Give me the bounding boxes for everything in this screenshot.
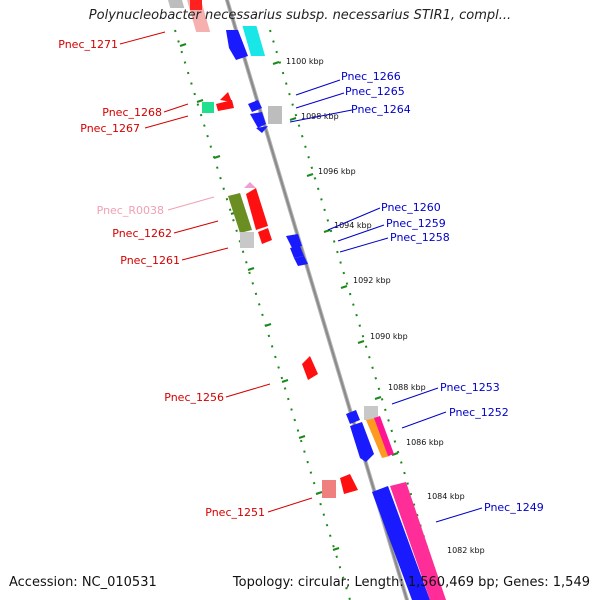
gene-label-pnec-1256[interactable]: Pnec_1256 bbox=[164, 391, 224, 404]
gene-feature-olive-1262 bbox=[228, 193, 252, 233]
leader-line-1258 bbox=[339, 237, 389, 253]
gene-feature-grey-1261 bbox=[240, 232, 254, 248]
gene-feature-grey-1253 bbox=[364, 406, 378, 420]
gene-feature-blue-1260 bbox=[286, 234, 302, 248]
gene-feature-red-1261 bbox=[258, 228, 272, 244]
gene-feature-red-1256 bbox=[302, 356, 318, 380]
genome-summary-text: Topology: circular; Length: 1,560,469 bp… bbox=[232, 575, 590, 590]
gene-feature-pink-1251 bbox=[322, 480, 336, 498]
scale-label-1092: 1092 kbp bbox=[353, 276, 391, 285]
leader-line-1249 bbox=[435, 507, 483, 523]
gene-feature-blue-1258 bbox=[294, 256, 308, 266]
gene-feature-top-red bbox=[190, 0, 202, 10]
scale-label-1082: 1082 kbp bbox=[447, 546, 485, 555]
gene-feature-magenta-1252 bbox=[374, 416, 394, 456]
gene-feature-blue-1249 bbox=[372, 486, 430, 600]
scale-label-1084: 1084 kbp bbox=[427, 492, 465, 501]
gene-feature-blue-1259 bbox=[290, 246, 304, 258]
gene-label-pnec-1265[interactable]: Pnec_1265 bbox=[345, 85, 405, 98]
gene-label-pnec-1253[interactable]: Pnec_1253 bbox=[440, 381, 500, 394]
gene-label-pnec-1268[interactable]: Pnec_1268 bbox=[102, 106, 162, 119]
gene-feature-top-grey bbox=[168, 0, 185, 8]
leader-line-1259 bbox=[337, 224, 385, 242]
gene-label-pnec-1267[interactable]: Pnec_1267 bbox=[80, 122, 140, 135]
leader-line-1260 bbox=[327, 207, 381, 231]
leader-line-1271 bbox=[119, 31, 166, 45]
leader-line-1253 bbox=[391, 387, 439, 405]
gene-label-pnec-r0038[interactable]: Pnec_R0038 bbox=[97, 204, 164, 217]
leader-line-1266 bbox=[295, 79, 341, 96]
map-title: Polynucleobacter necessarius subsp. nece… bbox=[88, 8, 512, 23]
gene-feature-rna bbox=[244, 182, 256, 188]
gene-label-pnec-1249[interactable]: Pnec_1249 bbox=[484, 501, 544, 514]
gene-feature-blue-top bbox=[226, 30, 248, 60]
gene-label-pnec-1251[interactable]: Pnec_1251 bbox=[205, 506, 265, 519]
gene-label-pnec-1259[interactable]: Pnec_1259 bbox=[386, 217, 446, 230]
leader-line-1251 bbox=[267, 497, 313, 513]
gene-label-pnec-1261[interactable]: Pnec_1261 bbox=[120, 254, 180, 267]
leader-line-1267 bbox=[144, 115, 189, 129]
leader-line-r0038 bbox=[167, 196, 215, 211]
gene-feature-grey-1265 bbox=[268, 106, 282, 124]
gene-feature-blue-1264 bbox=[250, 112, 266, 128]
leader-line-1265 bbox=[295, 92, 345, 109]
scale-label-1094: 1094 kbp bbox=[334, 221, 372, 230]
gene-label-pnec-1260[interactable]: Pnec_1260 bbox=[381, 201, 441, 214]
scale-label-1096: 1096 kbp bbox=[318, 167, 356, 176]
gene-feature-blue-1264b bbox=[256, 126, 268, 133]
gene-feature-pink-1249 bbox=[390, 482, 446, 600]
gene-feature-blue-1253 bbox=[346, 410, 360, 424]
scale-label-1088: 1088 kbp bbox=[388, 383, 426, 392]
gene-feature-blue-1266 bbox=[248, 100, 262, 112]
gene-feature-red-1267 bbox=[216, 100, 234, 111]
gene-label-pnec-1258[interactable]: Pnec_1258 bbox=[390, 231, 450, 244]
gene-feature-green-1267 bbox=[202, 102, 214, 113]
gene-feature-orange-1252 bbox=[366, 418, 390, 458]
gene-feature-blue-1252 bbox=[350, 422, 374, 462]
gene-label-pnec-1264[interactable]: Pnec_1264 bbox=[351, 103, 411, 116]
gene-label-pnec-1266[interactable]: Pnec_1266 bbox=[341, 70, 401, 83]
leader-line-1256 bbox=[225, 383, 271, 398]
gene-label-pnec-1271[interactable]: Pnec_1271 bbox=[58, 38, 118, 51]
outer-track-left bbox=[174, 29, 351, 600]
leader-line-1261 bbox=[181, 247, 229, 261]
scale-label-1086: 1086 kbp bbox=[406, 438, 444, 447]
gene-feature-red-1262 bbox=[246, 188, 268, 230]
gene-feature-red-1268 bbox=[220, 92, 232, 102]
leader-line-1268 bbox=[163, 103, 189, 113]
scale-label-1100: 1100 kbp bbox=[286, 57, 324, 66]
leader-line-1252 bbox=[401, 411, 447, 429]
gene-feature-red-1251 bbox=[340, 474, 358, 494]
leader-line-1262 bbox=[173, 220, 219, 234]
scale-label-1090: 1090 kbp bbox=[370, 332, 408, 341]
gene-label-pnec-1262[interactable]: Pnec_1262 bbox=[112, 227, 172, 240]
gene-feature-cyan-top bbox=[242, 26, 266, 56]
gene-label-pnec-1252[interactable]: Pnec_1252 bbox=[449, 406, 509, 419]
leader-line-1264 bbox=[289, 109, 353, 123]
accession-text: Accession: NC_010531 bbox=[9, 575, 157, 590]
